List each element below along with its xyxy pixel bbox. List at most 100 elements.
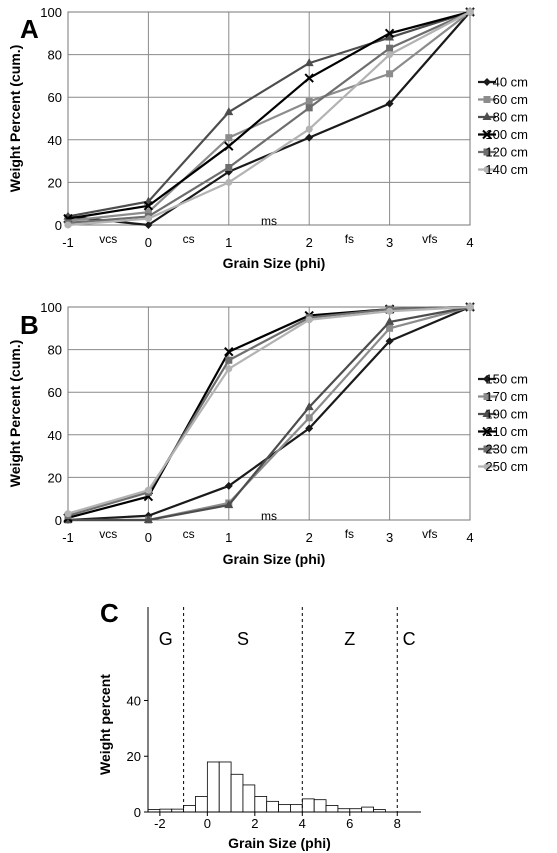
x-tick-label: -2 [154,816,166,831]
legend-item: 100 cm [478,127,528,142]
size-class-label: vfs [422,527,437,541]
data-point [304,73,314,83]
series-line [67,10,471,224]
y-tick-label: 20 [127,749,141,764]
legend-item: 230 cm [478,442,528,457]
y-tick-label: 80 [48,343,62,358]
size-class-label: fs [345,232,354,246]
size-class-label: cs [183,232,195,246]
x-tick-label: 2 [306,530,313,545]
legend-swatch-marker [482,112,492,120]
series-250-cm [64,303,474,518]
x-axis-title: Grain Size (phi) [223,551,326,567]
panel-letter: B [20,310,39,340]
legend-swatch-marker [483,166,491,173]
series-line [68,305,471,522]
histogram-bar [361,806,374,813]
data-point [386,324,394,332]
zone-label: Z [344,629,355,649]
histogram-bar [278,804,291,813]
x-tick-label: 2 [306,235,313,250]
size-class-label: cs [183,527,195,541]
data-point [225,356,233,364]
data-point [385,32,395,41]
legend-item: 170 cm [478,389,528,404]
histogram-bar [195,796,208,813]
series-190-cm [63,302,475,523]
data-point [143,201,154,211]
x-tick-label: 3 [386,530,393,545]
zone-label: S [237,629,249,649]
legend-swatch-marker [483,148,491,156]
legend: 40 cm 60 cm 80 cm 100 cm 120 cm 140 cm [478,75,528,177]
legend-label: 100 cm [485,127,528,142]
histogram-bar [206,761,220,813]
data-point [224,500,234,509]
y-tick-label: 0 [55,513,62,528]
data-point [305,424,314,433]
legend-item: 250 cm [478,459,528,474]
data-point [385,316,395,325]
legend-swatch-marker [482,129,492,140]
series-line [67,11,471,222]
data-point [385,99,394,108]
y-tick-label: 100 [40,5,62,20]
size-class-label: vcs [99,527,117,541]
data-point [225,163,233,171]
x-tick-label: 0 [204,816,211,831]
y-tick-label: 40 [48,133,62,148]
legend-swatch-marker [483,96,491,103]
data-point [304,402,314,411]
legend-swatch-marker [483,375,491,383]
size-class-label: vcs [99,232,117,246]
data-point [466,303,474,311]
legend-item: 140 cm [478,162,528,177]
legend-swatch-marker [483,393,491,400]
data-point [144,208,152,216]
legend-item: 210 cm [478,424,528,439]
data-point [305,104,313,112]
data-point [385,337,394,346]
x-tick-label: 1 [225,235,232,250]
legend-label: 80 cm [493,110,528,125]
histogram-bar [183,805,196,813]
data-point [64,221,72,229]
legend: 150 cm 170 cm 190 cm 210 cm 230 cm 250 cm [478,372,528,474]
x-tick-label: 6 [346,816,353,831]
x-axis-title: Grain Size (phi) [228,835,331,851]
data-point [144,486,152,494]
series-140-cm [64,8,474,229]
data-point [64,510,72,518]
size-class-label: fs [345,527,354,541]
series-230-cm [64,303,474,520]
y-tick-label: 20 [48,175,62,190]
legend-label: 120 cm [485,145,528,160]
legend-swatch-marker [483,463,491,470]
x-tick-label: 1 [225,530,232,545]
data-point [143,515,153,523]
legend-item: 120 cm [478,145,528,160]
x-tick-label: 0 [145,530,152,545]
zone-label: C [403,629,416,649]
y-tick-label: 20 [48,470,62,485]
data-point [225,134,233,142]
histogram-bar [301,798,315,813]
y-tick-label: 60 [48,90,62,105]
data-point [305,133,314,142]
legend-swatch-marker [482,409,492,417]
panel-letter: A [20,14,39,44]
legend-swatch-marker [482,426,492,437]
series-line [67,11,471,227]
y-tick-label: 80 [48,48,62,63]
data-point [386,51,394,59]
series-60-cm [64,8,474,225]
data-point [305,414,313,422]
data-point [224,481,233,490]
legend-swatch-marker [483,78,491,86]
legend-swatch-marker [483,445,491,453]
series-210-cm [63,302,475,523]
size-class-label: ms [261,214,277,228]
y-tick-label: 40 [127,693,141,708]
legend-label: 250 cm [485,459,528,474]
